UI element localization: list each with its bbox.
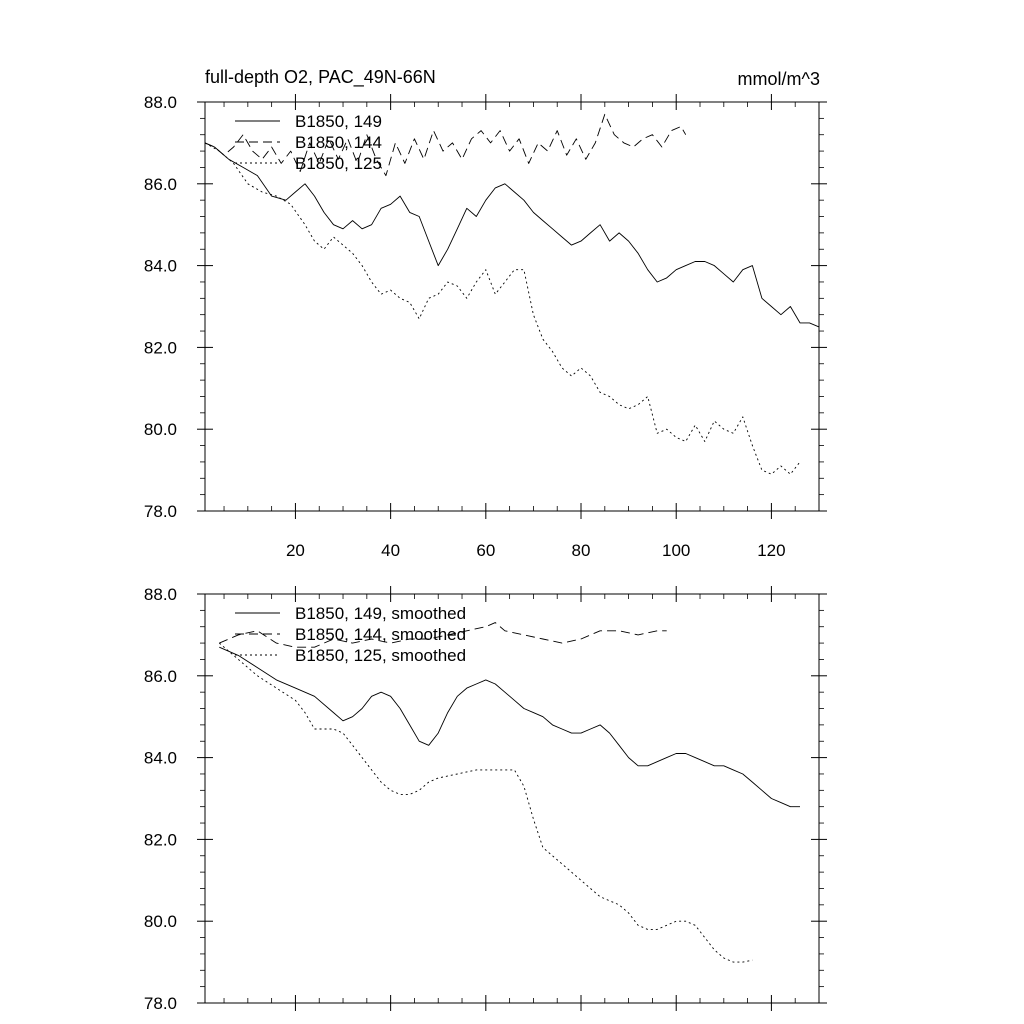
axis-layer: 78.0 80.0 82.0 84.0 86.0 88.0 (144, 585, 827, 1013)
series-layer (219, 622, 800, 963)
series-line-1 (204, 113, 687, 177)
legend-label-1: B1850, 144, smoothed (295, 625, 466, 644)
legend: B1850, 149, smoothed B1850, 144, smoothed… (235, 604, 466, 665)
legend-label-2: B1850, 125, smoothed (295, 646, 466, 665)
y-tick-label: 82.0 (144, 830, 177, 849)
x-tick-label: 80 (572, 541, 591, 560)
axis-layer: 78.0 80.0 82.0 84.0 86.0 88.0 20 40 60 80 100 120 (144, 93, 827, 560)
y-tick-label: 86.0 (144, 667, 177, 686)
y-tick-label: 84.0 (144, 749, 177, 768)
series-line-1 (219, 622, 667, 648)
legend: B1850, 149 B1850, 144 B1850, 125 (235, 112, 382, 173)
legend-label-0: B1850, 149 (295, 112, 382, 131)
series-layer (204, 113, 820, 475)
y-tick-label: 78.0 (144, 994, 177, 1013)
y-tick-label: 82.0 (144, 338, 177, 357)
y-tick-label: 78.0 (144, 502, 177, 521)
x-tick-label: 20 (286, 541, 305, 560)
smoothed-o2-panel: 78.0 80.0 82.0 84.0 86.0 88.0 B1850, 149, smo… (144, 585, 827, 1013)
series-line-0 (204, 142, 820, 328)
legend-label-2: B1850, 125 (295, 154, 382, 173)
x-tick-label: 100 (662, 541, 690, 560)
units-label: mmol/m^3 (738, 69, 820, 89)
y-tick-label: 86.0 (144, 175, 177, 194)
legend-label-1: B1850, 144 (295, 133, 382, 152)
series-line-0 (219, 646, 800, 808)
y-tick-label: 88.0 (144, 585, 177, 604)
y-tick-label: 80.0 (144, 912, 177, 931)
plot-frame (204, 101, 820, 512)
x-tick-label: 40 (381, 541, 400, 560)
x-tick-label: 60 (476, 541, 495, 560)
plot-frame (204, 593, 820, 1004)
y-tick-label: 80.0 (144, 420, 177, 439)
chart-title: full-depth O2, PAC_49N-66N (205, 67, 436, 88)
legend-label-0: B1850, 149, smoothed (295, 604, 466, 623)
series-line-2 (204, 142, 801, 475)
y-tick-label: 88.0 (144, 93, 177, 112)
y-tick-label: 84.0 (144, 257, 177, 276)
raw-o2-panel: full-depth O2, PAC_49N-66N mmol/m^3 78.0… (144, 67, 827, 560)
x-tick-label: 120 (757, 541, 785, 560)
